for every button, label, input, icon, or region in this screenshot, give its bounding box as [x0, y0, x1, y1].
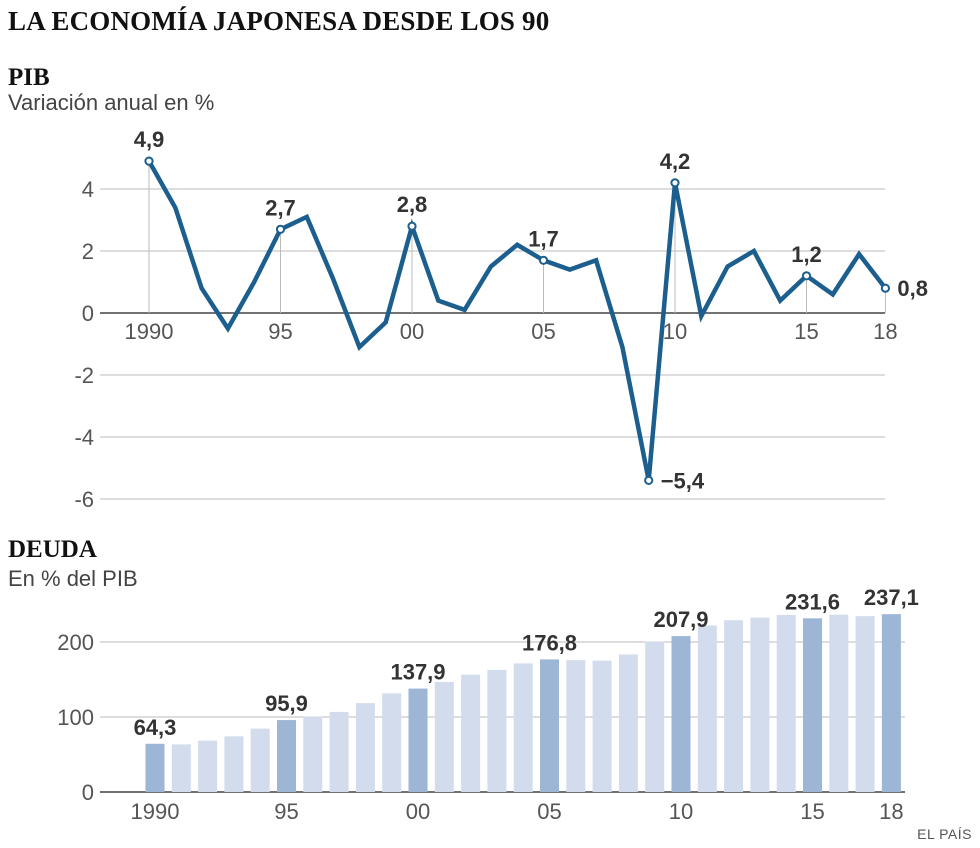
debt-data-label: 231,6 — [785, 589, 840, 614]
gdp-marker — [275, 224, 286, 234]
debt-bar — [171, 744, 191, 792]
gdp-marker — [644, 475, 654, 485]
debt-bar — [303, 716, 323, 792]
gdp-marker — [144, 156, 154, 166]
gdp-data-label: 4,2 — [660, 149, 691, 174]
debt-bar — [382, 693, 402, 792]
debt-bar — [750, 617, 770, 792]
gdp-data-label: −5,4 — [661, 468, 705, 493]
x-tick-label: 1990 — [131, 799, 180, 824]
debt-bar-highlight — [145, 743, 165, 792]
x-tick-label: 05 — [537, 799, 561, 824]
gdp-marker — [538, 255, 549, 265]
gdp-marker — [801, 271, 812, 281]
gdp-chart-title: PIB — [8, 64, 50, 91]
debt-bar — [645, 641, 665, 792]
gdp-marker — [670, 178, 680, 188]
debt-data-label: 176,8 — [522, 630, 577, 655]
x-tick-label: 18 — [873, 319, 897, 344]
gdp-marker — [407, 221, 417, 231]
debt-bar — [697, 625, 717, 792]
gdp-series-line — [147, 159, 888, 481]
gdp-chart-subtitle: Variación anual en % — [8, 90, 215, 115]
debt-bar — [566, 660, 586, 792]
debt-bar — [618, 654, 638, 792]
debt-bar — [461, 674, 481, 792]
debt-bar — [724, 620, 744, 792]
debt-bar — [776, 614, 796, 792]
y-tick-label: -2 — [74, 363, 94, 388]
x-tick-label: 10 — [663, 319, 687, 344]
debt-bar-highlight — [881, 614, 901, 792]
debt-bar — [434, 681, 454, 792]
debt-bar — [250, 728, 270, 792]
source-credit: EL PAÍS — [917, 826, 972, 842]
x-tick-label: 00 — [406, 799, 430, 824]
debt-data-label: 137,9 — [390, 660, 445, 685]
x-tick-label: 95 — [274, 799, 298, 824]
y-tick-label: -4 — [74, 425, 94, 450]
y-tick-label: 0 — [82, 301, 94, 326]
debt-bar — [329, 711, 349, 792]
x-tick-label: 00 — [400, 319, 424, 344]
x-tick-label: 15 — [800, 799, 824, 824]
debt-bar — [855, 616, 875, 792]
debt-bar — [355, 703, 375, 792]
x-tick-label: 05 — [531, 319, 555, 344]
debt-data-label: 237,1 — [864, 585, 919, 610]
debt-data-label: 95,9 — [265, 691, 308, 716]
x-tick-label: 1990 — [125, 319, 174, 344]
x-tick-label: 15 — [794, 319, 818, 344]
gdp-data-label: 1,7 — [528, 226, 559, 251]
x-tick-label: 10 — [669, 799, 693, 824]
debt-bar-highlight — [540, 659, 559, 792]
y-tick-label: 2 — [82, 239, 94, 264]
gdp-data-label: 1,2 — [791, 242, 822, 267]
y-tick-label: 200 — [57, 630, 94, 655]
y-tick-label: 4 — [82, 177, 94, 202]
debt-bar — [513, 663, 533, 792]
debt-bar-highlight — [671, 636, 691, 792]
debt-data-label: 207,9 — [653, 607, 708, 632]
debt-bar — [592, 660, 612, 792]
debt-bar — [829, 614, 849, 792]
debt-chart-title: DEUDA — [8, 536, 97, 563]
debt-bar-highlight — [408, 688, 428, 792]
x-tick-label: 18 — [879, 799, 903, 824]
debt-bar — [198, 740, 218, 792]
gdp-data-label: 4,9 — [134, 127, 165, 152]
gdp-data-label: 0,8 — [897, 276, 928, 301]
y-tick-label: 100 — [57, 705, 94, 730]
debt-bar-highlight — [803, 618, 822, 792]
page-title: LA ECONOMÍA JAPONESA DESDE LOS 90 — [8, 6, 550, 36]
debt-bar — [487, 669, 507, 792]
x-tick-label: 95 — [268, 319, 292, 344]
gdp-data-label: 2,8 — [397, 192, 428, 217]
y-tick-label: -6 — [74, 487, 94, 512]
debt-bar — [224, 736, 244, 792]
y-tick-label: 0 — [82, 780, 94, 805]
gdp-marker — [880, 283, 891, 293]
debt-data-label: 64,3 — [134, 715, 177, 740]
gdp-data-label: 2,7 — [265, 195, 296, 220]
debt-bar-highlight — [277, 720, 296, 792]
debt-chart-subtitle: En % del PIB — [8, 566, 138, 591]
